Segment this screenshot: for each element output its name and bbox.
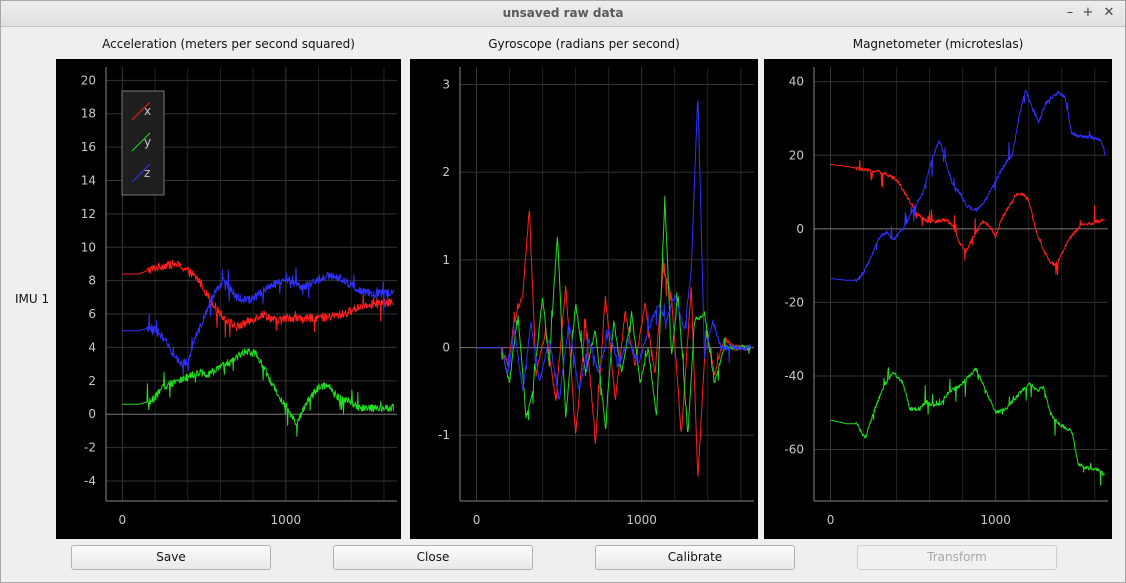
title-bar[interactable]: unsaved raw data – + ✕	[1, 1, 1125, 27]
x-tick-label: 0	[119, 513, 127, 527]
legend-label-z: z	[144, 166, 150, 180]
minimize-icon[interactable]: –	[1066, 5, 1074, 20]
grid	[106, 67, 397, 501]
acceleration-plot-title: Acceleration (meters per second squared)	[102, 37, 355, 51]
save-button[interactable]: Save	[71, 545, 271, 570]
grid	[460, 67, 754, 501]
legend-box	[121, 90, 165, 196]
series-z-line	[476, 100, 751, 400]
series-y-line	[830, 367, 1105, 486]
series-x-line	[476, 210, 751, 477]
acceleration-plot[interactable]: -4 -2 0 2 4 6 8 10 12 14 16 18 20 0 1000 x y z	[56, 59, 401, 539]
legend-swatch-y	[131, 132, 151, 152]
y-tick-label: 14	[81, 174, 96, 188]
y-tick-label: -2	[84, 441, 96, 455]
y-tick-label: 2	[88, 374, 96, 388]
x-tick-label: 1000	[980, 513, 1011, 527]
legend-swatch-z	[131, 163, 151, 183]
series-z-line	[830, 89, 1105, 283]
gyroscope-plot-title: Gyroscope (radians per second)	[488, 37, 680, 51]
x-tick-label: 0	[827, 513, 835, 527]
close-icon[interactable]: ✕	[1103, 5, 1115, 20]
y-tick-label: 1	[442, 253, 450, 267]
series-z-line	[122, 267, 395, 375]
calibrate-button[interactable]: Calibrate	[595, 545, 795, 570]
y-tick-label: 10	[81, 240, 96, 254]
series-x-line	[122, 259, 395, 338]
magnetometer-plot[interactable]: -60 -40 -20 0 20 40 0 1000	[764, 59, 1112, 539]
y-tick-label: -1	[438, 428, 450, 442]
series-y-line	[476, 195, 751, 433]
gyroscope-chart[interactable]: -1 0 1 2 3 0 1000	[410, 59, 758, 539]
close-button[interactable]: Close	[333, 545, 533, 570]
magnetometer-chart[interactable]: -60 -40 -20 0 20 40 0 1000	[764, 59, 1112, 539]
y-tick-label: 18	[81, 107, 96, 121]
legend-swatch-x	[131, 101, 151, 121]
y-tick-label: 0	[442, 341, 450, 355]
y-tick-label: 0	[796, 222, 804, 236]
acceleration-chart[interactable]: -4 -2 0 2 4 6 8 10 12 14 16 18 20 0 1000 x y z	[56, 59, 401, 539]
gyroscope-plot[interactable]: -1 0 1 2 3 0 1000	[410, 59, 758, 539]
x-tick-label: 0	[473, 513, 481, 527]
series-x-line	[830, 159, 1105, 276]
y-tick-label: 16	[81, 140, 96, 154]
maximize-icon[interactable]: +	[1082, 5, 1094, 20]
transform-button: Transform	[857, 545, 1057, 570]
grid	[814, 67, 1108, 501]
legend-label-y: y	[144, 135, 151, 149]
series-y-line	[122, 348, 395, 437]
y-tick-label: 6	[88, 307, 96, 321]
x-tick-label: 1000	[626, 513, 657, 527]
y-tick-label: -20	[784, 295, 804, 309]
x-tick-label: 1000	[271, 513, 302, 527]
y-tick-label: 12	[81, 207, 96, 221]
imu-row-label: IMU 1	[15, 292, 50, 306]
y-tick-label: 4	[88, 340, 96, 354]
y-tick-label: -40	[784, 369, 804, 383]
y-tick-label: 8	[88, 274, 96, 288]
magnetometer-plot-title: Magnetometer (microteslas)	[852, 37, 1024, 51]
y-tick-label: -4	[84, 474, 96, 488]
legend: x y z	[121, 90, 165, 196]
y-tick-label: 0	[88, 407, 96, 421]
y-tick-label: 20	[789, 148, 804, 162]
y-tick-label: 40	[789, 75, 804, 89]
legend-label-x: x	[144, 104, 151, 118]
y-tick-label: 20	[81, 73, 96, 87]
y-tick-label: -60	[784, 443, 804, 457]
window-title: unsaved raw data	[502, 6, 624, 20]
y-tick-label: 2	[442, 165, 450, 179]
y-tick-label: 3	[442, 78, 450, 92]
